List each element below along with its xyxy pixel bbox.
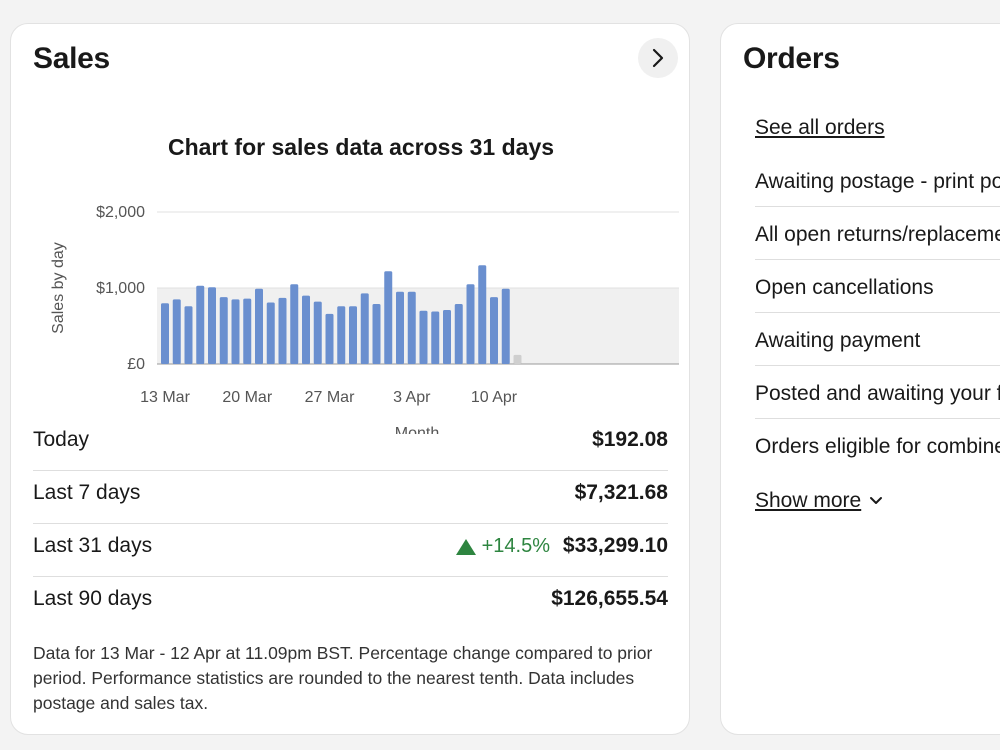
orders-item-label: Open cancellations [755,276,934,299]
orders-title: Orders [743,42,840,75]
x-tick-20-mar: 20 Mar [222,389,272,406]
y-tick-1000: $1,000 [96,280,145,297]
bar-6-apr [443,310,451,364]
y-tick-0: £0 [127,356,145,373]
bar-27-mar [325,313,334,364]
bar-25-mar [302,295,310,364]
orders-card: Orders See all orders Awaiting postage -… [720,23,1000,735]
bar-29-mar [349,306,357,364]
orders-item-awaiting-payment[interactable]: Awaiting payment [755,313,1000,366]
bar-1-apr [384,271,393,364]
stat-row-last-31-days: Last 31 days +14.5% $33,299.10 [33,524,668,577]
show-more-label: Show more [755,489,862,512]
stat-value: $33,299.10 [562,534,668,557]
bar-31-mar [372,303,381,364]
stat-value: $192.08 [592,428,668,451]
orders-item-label: Orders eligible for combined postage [755,435,1000,458]
orders-item-posted-awaiting-feedback[interactable]: Posted and awaiting your feedback [755,366,1000,419]
bar-22-mar [266,302,275,364]
stat-label: Last 31 days [33,534,153,557]
stat-label: Last 7 days [33,481,141,504]
chevron-down-icon [870,497,883,504]
orders-item-awaiting-postage[interactable]: Awaiting postage - print postage labels [755,154,1000,207]
orders-item-label: Awaiting payment [755,329,921,352]
bar-3-apr [407,291,416,364]
stat-value: $126,655.54 [551,587,668,610]
triangle-up-icon [455,538,476,555]
orders-item-open-cancellations[interactable]: Open cancellations [755,260,1000,313]
bar-26-mar [313,301,322,364]
orders-item-label: Awaiting postage - print postage labels [755,170,1000,193]
stat-label: Today [33,428,90,451]
bar-9-apr [478,265,487,364]
orders-item-label: Posted and awaiting your feedback [755,382,1000,405]
bar-21-mar [255,288,263,364]
percent-change: +14.5% [455,535,550,558]
bar-17-mar [208,287,216,364]
stat-row-last-7-days: Last 7 days $7,321.68 [33,471,668,524]
bar-2-apr [396,291,404,364]
sales-more-button[interactable] [638,38,678,78]
bar-12-apr [513,354,522,364]
bar-28-mar [337,306,346,364]
bar-18-mar [219,297,228,364]
bar-10-apr [490,297,498,364]
bar-7-apr [454,303,463,364]
percent-change-value: +14.5% [481,535,550,557]
orders-item-combined-postage[interactable]: Orders eligible for combined postage [755,419,1000,472]
bar-19-mar [231,299,240,364]
bar-24-mar [290,284,299,364]
sales-title: Sales [33,42,110,75]
y-axis-label: Sales by day [50,242,67,334]
bar-13-mar [161,303,169,364]
x-tick-3-apr: 3 Apr [393,389,431,406]
x-tick-10-apr: 10 Apr [471,389,518,406]
bar-11-apr [501,288,510,364]
bar-20-mar [243,298,252,364]
sales-card: Sales Chart for sales data across 31 day… [10,23,690,735]
orders-item-open-returns[interactable]: All open returns/replacements [755,207,1000,260]
see-all-orders-link[interactable]: See all orders [755,116,885,139]
bar-4-apr [419,310,428,364]
bar-16-mar [196,285,205,364]
sales-footnote: Data for 13 Mar - 12 Apr at 11.09pm BST.… [33,643,653,713]
bar-23-mar [278,297,287,364]
bar-5-apr [431,311,440,364]
chevron-right-icon [652,48,664,68]
chart-title: Chart for sales data across 31 days [167,134,555,160]
x-tick-13-mar: 13 Mar [140,389,190,406]
x-axis-label: Month [395,425,439,434]
bar-8-apr [466,284,475,364]
bar-15-mar [184,306,193,364]
bar-14-mar [172,299,181,364]
stat-row-today: Today $192.08 [33,418,668,471]
stat-label: Last 90 days [33,587,153,610]
stat-row-last-90-days: Last 90 days $126,655.54 [33,577,668,630]
y-tick-2000: $2,000 [96,204,145,221]
sales-chart: $2,000 $1,000 £0 Sales by day 13 Mar 20 M… [50,204,679,434]
x-tick-27-mar: 27 Mar [305,389,355,406]
stat-value: $7,321.68 [574,481,668,504]
bar-30-mar [360,293,369,364]
show-more-link[interactable]: Show more [755,489,883,513]
orders-item-label: All open returns/replacements [755,223,1000,246]
